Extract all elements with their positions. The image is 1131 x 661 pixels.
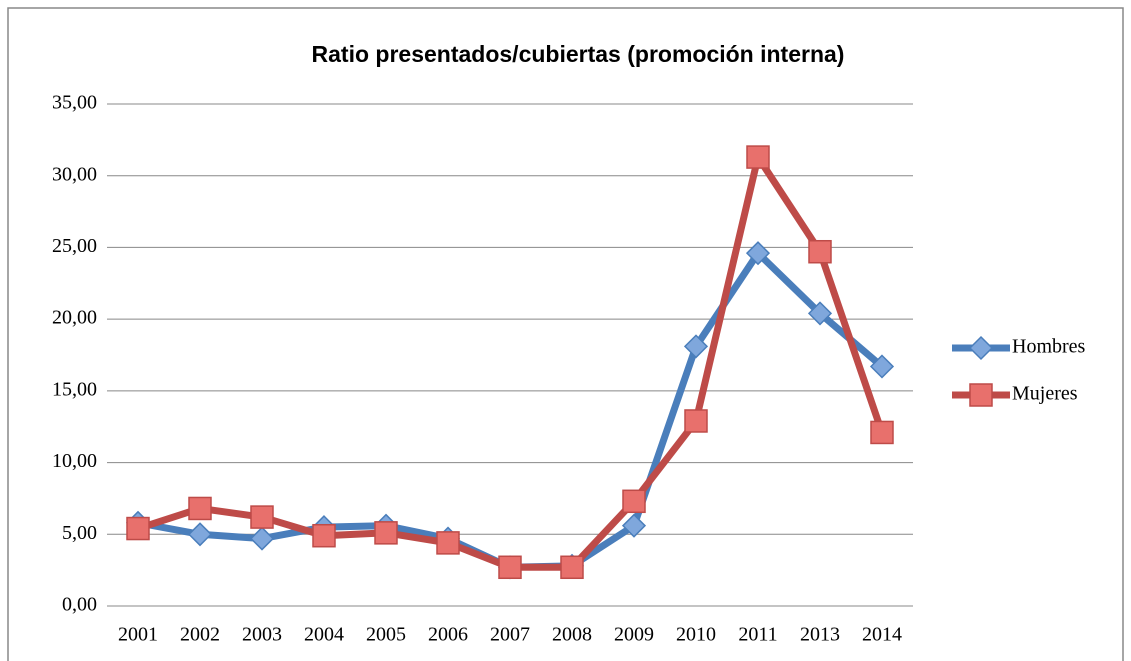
x-tick-label: 2001: [118, 624, 158, 646]
x-tick-label: 2011: [738, 624, 777, 646]
legend-marker: [968, 335, 994, 361]
data-point: [622, 489, 646, 514]
x-tick-label: 2010: [676, 624, 716, 646]
y-tick-label: 20,00: [52, 307, 97, 329]
data-point: [683, 334, 709, 359]
data-point: [312, 523, 336, 548]
y-tick-label: 25,00: [52, 235, 97, 257]
y-tick-label: 35,00: [52, 92, 97, 114]
data-point: [188, 496, 212, 521]
x-tick-label: 2009: [614, 624, 654, 646]
data-point: [621, 513, 647, 538]
chart-title: Ratio presentados/cubiertas (promoción i…: [312, 41, 845, 67]
x-tick-label: 2002: [180, 624, 220, 646]
data-point: [870, 420, 894, 445]
x-tick-label: 2004: [304, 624, 344, 646]
data-point: [746, 145, 770, 169]
data-point: [745, 241, 771, 266]
x-tick-label: 2008: [552, 624, 592, 646]
data-point: [374, 521, 398, 545]
data-point: [684, 409, 708, 433]
legend-label: Mujeres: [1012, 383, 1078, 405]
data-point: [560, 555, 584, 580]
y-tick-label: 10,00: [52, 450, 97, 472]
data-point: [249, 526, 275, 551]
data-point: [807, 301, 833, 326]
chart-frame: [7, 7, 1124, 661]
x-tick-label: 2007: [490, 624, 530, 646]
x-tick-label: 2014: [862, 624, 902, 646]
data-point: [498, 555, 522, 580]
y-tick-label: 0,00: [62, 594, 97, 616]
data-point: [808, 239, 832, 264]
y-tick-label: 5,00: [62, 522, 97, 544]
data-point: [187, 522, 213, 547]
data-point: [126, 516, 150, 541]
data-point: [250, 505, 274, 529]
legend-marker: [969, 383, 993, 407]
data-point: [869, 354, 895, 379]
data-point: [436, 531, 460, 555]
x-tick-label: 2005: [366, 624, 406, 646]
x-tick-label: 2006: [428, 624, 468, 646]
x-tick-label: 2013: [800, 624, 840, 646]
y-tick-label: 30,00: [52, 163, 97, 185]
x-tick-label: 2003: [242, 624, 282, 646]
legend-label: Hombres: [1012, 336, 1086, 358]
y-tick-label: 15,00: [52, 378, 97, 400]
